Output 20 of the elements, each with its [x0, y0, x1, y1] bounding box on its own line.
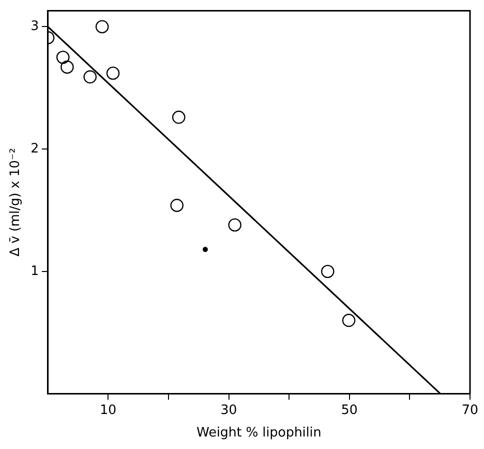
y-axis-title: Δ v̄ (ml/g) x 10⁻²: [8, 148, 24, 257]
point: [170, 198, 184, 212]
x-tick-label: 50: [341, 402, 358, 418]
y-tick-label: 2: [30, 141, 39, 156]
point: [56, 50, 70, 64]
x-tick-label: 30: [220, 402, 238, 418]
x-axis-title: Weight % lipophilin: [196, 426, 322, 441]
point: [96, 20, 109, 34]
point: [106, 66, 120, 80]
point: [172, 110, 186, 124]
point: [228, 218, 242, 232]
y-tick-label: 1: [30, 264, 39, 279]
y-tick-label: 3: [30, 19, 39, 34]
point: [342, 314, 356, 327]
x-tick-label: 70: [462, 402, 478, 418]
point: [202, 246, 208, 252]
point: [83, 70, 97, 84]
point: [321, 264, 334, 278]
x-tick-label: 10: [100, 402, 116, 418]
point: [60, 60, 74, 74]
